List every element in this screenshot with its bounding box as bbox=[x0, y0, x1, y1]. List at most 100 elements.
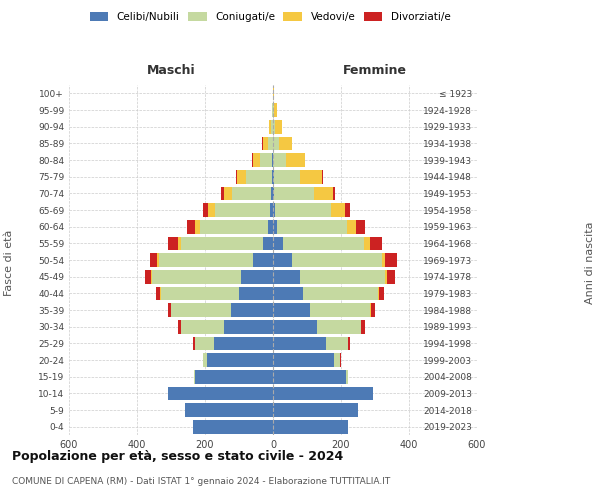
Bar bbox=[178, 320, 181, 334]
Bar bbox=[273, 253, 292, 267]
Bar bbox=[151, 270, 152, 283]
Bar bbox=[272, 103, 273, 117]
Bar bbox=[346, 370, 348, 384]
Bar bbox=[273, 203, 275, 217]
Bar bbox=[272, 170, 273, 183]
Bar bbox=[274, 170, 300, 183]
Bar bbox=[168, 236, 178, 250]
Bar bbox=[387, 270, 395, 283]
Text: Popolazione per età, sesso e stato civile - 2024: Popolazione per età, sesso e stato civil… bbox=[12, 450, 343, 463]
Bar bbox=[370, 236, 382, 250]
Bar bbox=[253, 253, 273, 267]
Text: Maschi: Maschi bbox=[146, 64, 196, 78]
Bar bbox=[193, 336, 195, 350]
Bar bbox=[300, 170, 322, 183]
Bar bbox=[273, 236, 283, 250]
Bar bbox=[273, 320, 317, 334]
Bar bbox=[274, 103, 277, 117]
Bar bbox=[161, 286, 239, 300]
Bar bbox=[253, 153, 260, 167]
Bar bbox=[277, 220, 347, 234]
Bar bbox=[273, 170, 274, 183]
Bar bbox=[214, 336, 273, 350]
Bar bbox=[145, 270, 151, 283]
Bar bbox=[370, 303, 371, 317]
Bar bbox=[273, 220, 277, 234]
Bar bbox=[187, 220, 195, 234]
Bar bbox=[150, 253, 157, 267]
Bar bbox=[275, 120, 282, 134]
Bar bbox=[230, 303, 273, 317]
Bar bbox=[271, 186, 273, 200]
Bar bbox=[273, 103, 274, 117]
Bar bbox=[185, 403, 273, 417]
Bar bbox=[379, 286, 384, 300]
Bar bbox=[224, 320, 273, 334]
Bar bbox=[167, 303, 171, 317]
Bar bbox=[275, 203, 331, 217]
Bar bbox=[274, 186, 314, 200]
Bar bbox=[345, 203, 350, 217]
Bar bbox=[283, 236, 364, 250]
Bar bbox=[303, 286, 378, 300]
Bar bbox=[273, 136, 279, 150]
Bar bbox=[273, 386, 373, 400]
Bar bbox=[273, 286, 303, 300]
Bar bbox=[322, 170, 323, 183]
Bar bbox=[160, 286, 161, 300]
Bar bbox=[331, 203, 345, 217]
Text: Femmine: Femmine bbox=[343, 64, 407, 78]
Bar bbox=[224, 186, 232, 200]
Bar bbox=[193, 420, 273, 434]
Text: Fasce di età: Fasce di età bbox=[4, 230, 14, 296]
Bar bbox=[206, 353, 273, 367]
Bar bbox=[247, 170, 272, 183]
Bar bbox=[273, 186, 274, 200]
Bar bbox=[203, 203, 208, 217]
Legend: Celibi/Nubili, Coniugati/e, Vedovi/e, Divorziati/e: Celibi/Nubili, Coniugati/e, Vedovi/e, Di… bbox=[85, 8, 455, 26]
Bar bbox=[292, 253, 382, 267]
Bar bbox=[195, 370, 273, 384]
Bar bbox=[239, 286, 273, 300]
Text: COMUNE DI CAPENA (RM) - Dati ISTAT 1° gennaio 2024 - Elaborazione TUTTITALIA.IT: COMUNE DI CAPENA (RM) - Dati ISTAT 1° ge… bbox=[12, 478, 390, 486]
Bar bbox=[269, 120, 271, 134]
Bar bbox=[241, 270, 273, 283]
Bar bbox=[272, 153, 273, 167]
Bar bbox=[269, 203, 273, 217]
Bar bbox=[314, 186, 333, 200]
Bar bbox=[159, 253, 253, 267]
Bar bbox=[340, 353, 341, 367]
Bar bbox=[200, 220, 268, 234]
Text: Anni di nascita: Anni di nascita bbox=[585, 221, 595, 304]
Bar bbox=[208, 203, 215, 217]
Bar bbox=[361, 320, 365, 334]
Bar bbox=[334, 353, 340, 367]
Bar bbox=[274, 153, 286, 167]
Bar bbox=[317, 320, 361, 334]
Bar bbox=[152, 270, 241, 283]
Bar bbox=[271, 120, 273, 134]
Bar bbox=[268, 220, 273, 234]
Bar bbox=[194, 370, 195, 384]
Bar bbox=[232, 186, 271, 200]
Bar bbox=[181, 320, 224, 334]
Bar bbox=[178, 236, 181, 250]
Bar bbox=[378, 286, 379, 300]
Bar bbox=[382, 253, 385, 267]
Bar bbox=[195, 220, 200, 234]
Bar bbox=[273, 303, 310, 317]
Bar bbox=[273, 420, 348, 434]
Bar bbox=[273, 336, 326, 350]
Bar bbox=[260, 153, 272, 167]
Bar bbox=[385, 270, 387, 283]
Bar bbox=[333, 186, 335, 200]
Bar bbox=[268, 136, 272, 150]
Bar bbox=[273, 353, 334, 367]
Bar bbox=[326, 336, 348, 350]
Bar bbox=[252, 153, 253, 167]
Bar bbox=[356, 220, 365, 234]
Bar bbox=[171, 303, 230, 317]
Bar bbox=[273, 370, 346, 384]
Bar bbox=[215, 203, 269, 217]
Bar bbox=[279, 136, 292, 150]
